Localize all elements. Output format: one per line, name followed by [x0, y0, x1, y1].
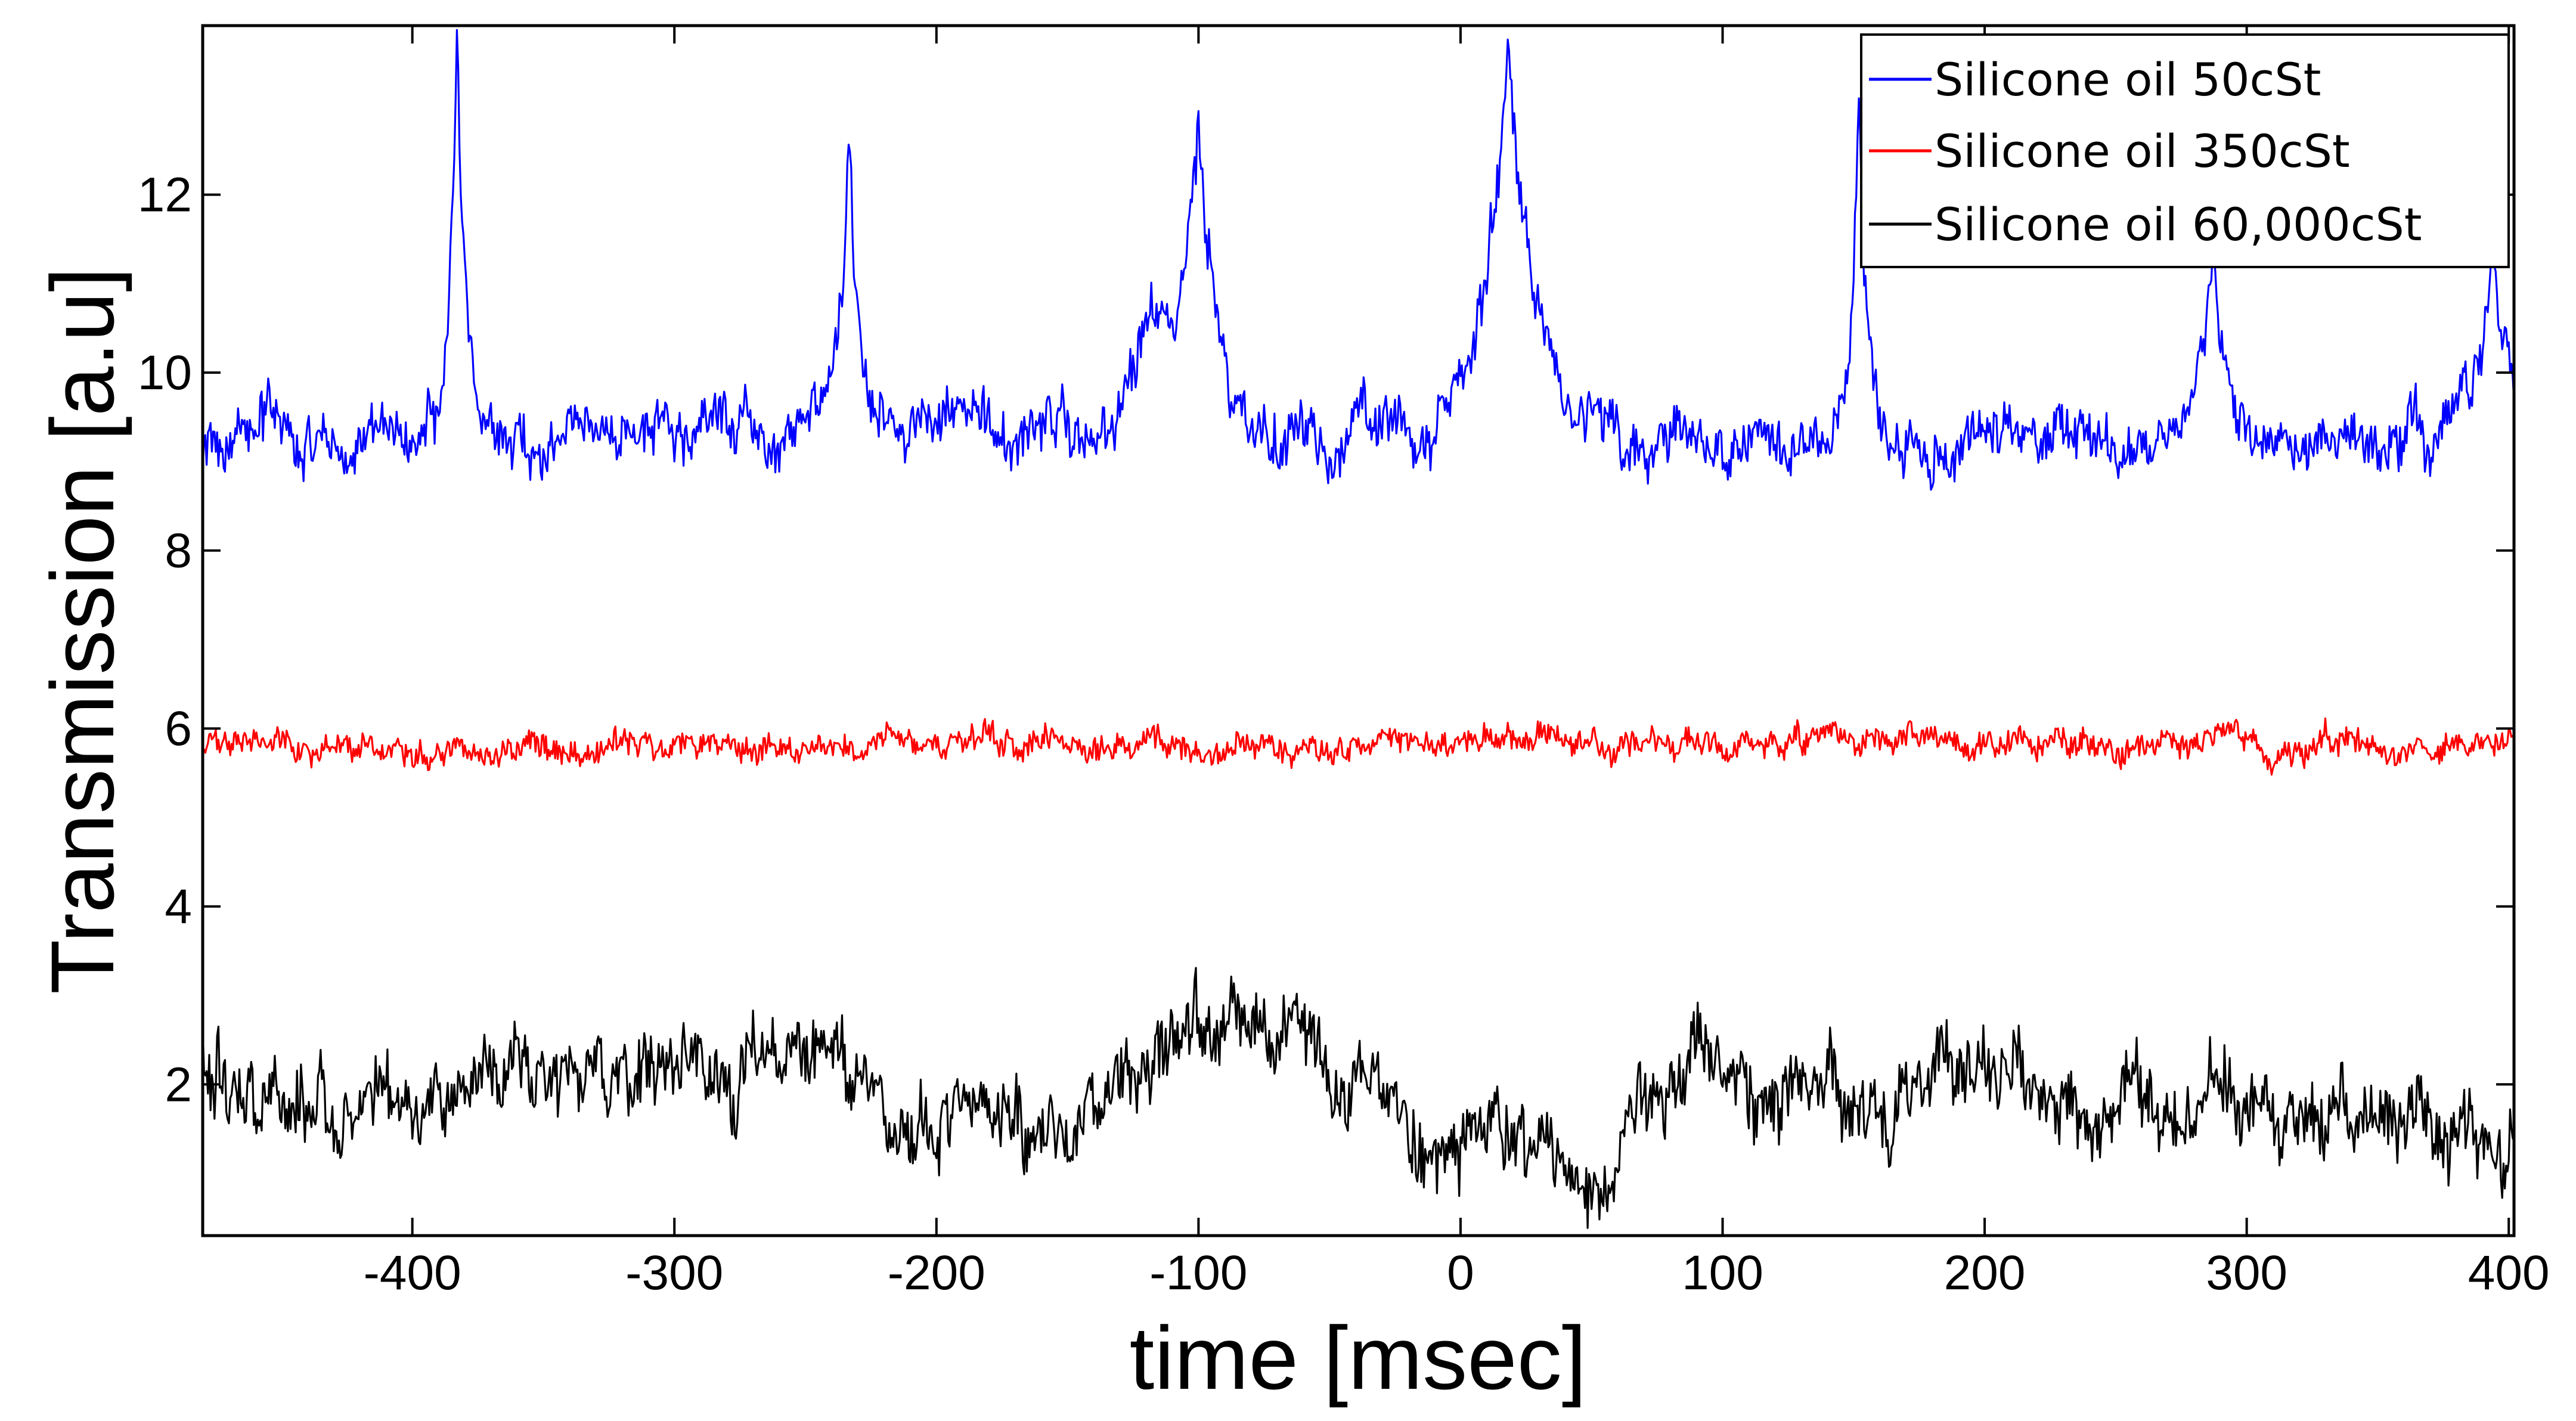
legend-box	[1860, 33, 2510, 268]
y-axis-title: Transmission [a.u]	[32, 267, 132, 994]
plot-frame	[201, 24, 2516, 1237]
y-tick-label: 12	[138, 168, 192, 222]
x-tick-label: -300	[625, 1246, 723, 1300]
x-tick-label: -200	[888, 1246, 985, 1300]
legend-label-350cst: Silicone oil 350cSt	[1935, 125, 2350, 178]
series-line-2	[203, 967, 2514, 1229]
y-tick-label: 4	[165, 880, 192, 934]
x-tick-label: 0	[1447, 1246, 1474, 1300]
series-layer	[203, 29, 2514, 1229]
y-tick-label: 10	[138, 346, 192, 400]
x-tick-label: -400	[364, 1246, 461, 1300]
x-tick-label: -100	[1149, 1246, 1247, 1300]
series-line-0	[203, 29, 2514, 491]
x-axis-title: time [msec]	[1130, 1308, 1587, 1408]
x-tick-label: 400	[2468, 1246, 2550, 1300]
y-tick-label: 6	[165, 702, 192, 756]
legend-label-50cst: Silicone oil 50cSt	[1935, 53, 2321, 106]
x-tick-label: 200	[1944, 1246, 2026, 1300]
legend: Silicone oil 50cSt Silicone oil 350cSt S…	[1860, 33, 2510, 268]
ticks-layer: -400 -300 -200 -100 0 100 200 300 400 2 4 6 8 10 12	[138, 26, 2550, 1300]
y-tick-label: 2	[165, 1057, 192, 1112]
x-tick-label: 100	[1682, 1246, 1763, 1300]
legend-label-60000cst: Silicone oil 60,000cSt	[1935, 198, 2422, 251]
x-tick-label: 300	[2206, 1246, 2287, 1300]
y-tick-label: 8	[165, 524, 192, 578]
series-line-1	[203, 717, 2514, 776]
